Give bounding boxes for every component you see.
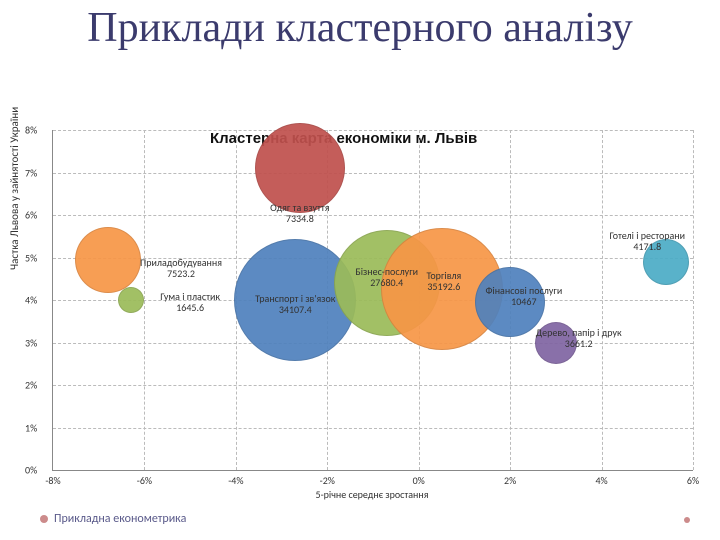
plot-area: 0%1%2%3%4%5%6%7%8%-8%-6%-4%-2%0%2%4%6%Од… <box>52 130 693 471</box>
y-tick: 6% <box>25 209 37 222</box>
y-tick: 4% <box>25 294 37 307</box>
y-tick: 1% <box>25 421 37 434</box>
bubble <box>75 227 141 293</box>
bubble-label: Дерево, папір і друк3661.2 <box>536 327 622 349</box>
x-tick: -4% <box>228 474 243 487</box>
y-tick: 5% <box>25 251 37 264</box>
x-tick: 4% <box>595 474 607 487</box>
bubble-label: Транспорт і зв'язок34107.4 <box>255 293 335 315</box>
y-axis-label: Частка Львова у зайнятості України <box>8 107 21 270</box>
x-tick: -8% <box>45 474 60 487</box>
bubble-label: Одяг та взуття7334.8 <box>270 202 329 224</box>
bullet-icon <box>684 517 690 523</box>
bubble <box>255 123 345 213</box>
y-tick: 7% <box>25 166 37 179</box>
x-tick: 2% <box>504 474 516 487</box>
bubble <box>118 287 144 313</box>
bubble-chart: 0%1%2%3%4%5%6%7%8%-8%-6%-4%-2%0%2%4%6%Од… <box>52 130 692 500</box>
bullet-icon <box>40 515 48 523</box>
y-tick: 2% <box>25 379 37 392</box>
footer-text: Прикладна економетрика <box>40 512 186 526</box>
x-tick: 6% <box>687 474 699 487</box>
x-tick: 0% <box>413 474 425 487</box>
bubble-label: Бізнес-послуги27680.4 <box>355 266 418 288</box>
bubble-label: Приладобудування7523.2 <box>140 257 222 279</box>
x-tick: -2% <box>320 474 335 487</box>
bubble-label: Фінансові послуги10467 <box>485 285 562 307</box>
page-title: Приклади кластерного аналізу <box>0 0 720 50</box>
y-tick: 0% <box>25 464 37 477</box>
bubble-label: Торгівля35192.6 <box>426 270 461 292</box>
x-axis-label: 5-річне середнє зростання <box>52 488 692 501</box>
bubble-label: Гума і пластик1645.6 <box>160 291 220 313</box>
x-tick: -6% <box>137 474 152 487</box>
bubble-label: Готелі і ресторани4171.8 <box>610 230 686 252</box>
y-tick: 8% <box>25 124 37 137</box>
y-tick: 3% <box>25 336 37 349</box>
